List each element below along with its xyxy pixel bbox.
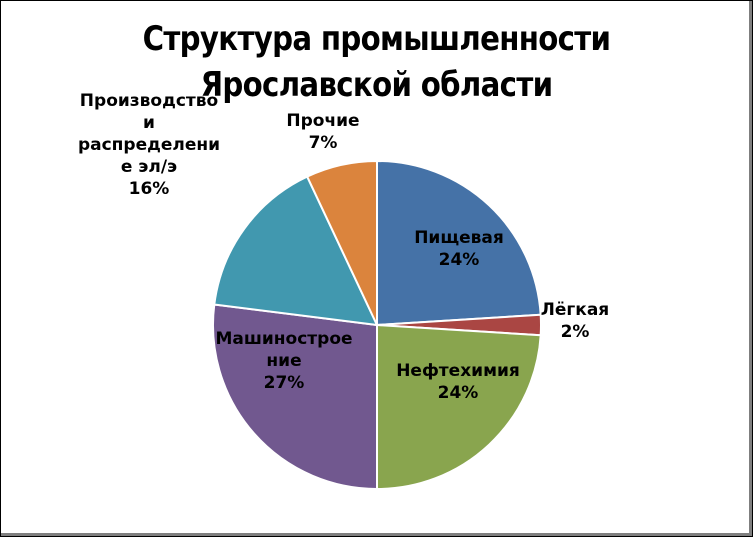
pie-slice-proizvodstvo-energii <box>213 175 378 326</box>
data-label-value-lyogkaya: 2% <box>561 322 590 342</box>
data-label-category-proizvodstvo-energii: и <box>143 113 155 133</box>
data-label-category-lyogkaya: Лёгкая <box>541 300 609 320</box>
chart-title-line-2: Ярославской области <box>200 65 553 105</box>
pie-labels: Пищевая24%Лёгкая2%Нефтехимия24%Машиностр… <box>78 91 609 403</box>
pie-slices <box>211 160 543 490</box>
data-label-value-proizvodstvo-energii: 16% <box>129 179 170 199</box>
chart-title: Структура промышленности Ярославской обл… <box>54 16 700 108</box>
pie-slice-mashinostroenie <box>211 303 378 490</box>
data-label-category-neftekhimiya: Нефтехимия <box>396 361 520 381</box>
data-label-category-proizvodstvo-energii: е эл/э <box>121 157 177 177</box>
pie-slice-prochie <box>306 160 378 326</box>
data-label-value-neftekhimiya: 24% <box>438 383 479 403</box>
pie-slice-neftekhimiya <box>376 324 542 490</box>
data-label-category-prochie: Прочие <box>286 111 359 131</box>
data-label-category-mashinostroenie: ние <box>266 351 301 371</box>
chart-title-line-1: Структура промышленности <box>142 19 611 59</box>
data-label-value-pishchevaya: 24% <box>439 250 480 270</box>
data-label-category-mashinostroenie: Машинострое <box>215 329 352 349</box>
data-label-value-mashinostroenie: 27% <box>264 373 305 393</box>
data-label-category-proizvodstvo-energii: распределени <box>78 135 220 155</box>
data-label-category-proizvodstvo-energii: Производство <box>80 91 218 111</box>
pie-slice-pishchevaya <box>376 160 542 326</box>
data-label-value-prochie: 7% <box>309 133 338 153</box>
data-label-category-pishchevaya: Пищевая <box>414 228 504 248</box>
